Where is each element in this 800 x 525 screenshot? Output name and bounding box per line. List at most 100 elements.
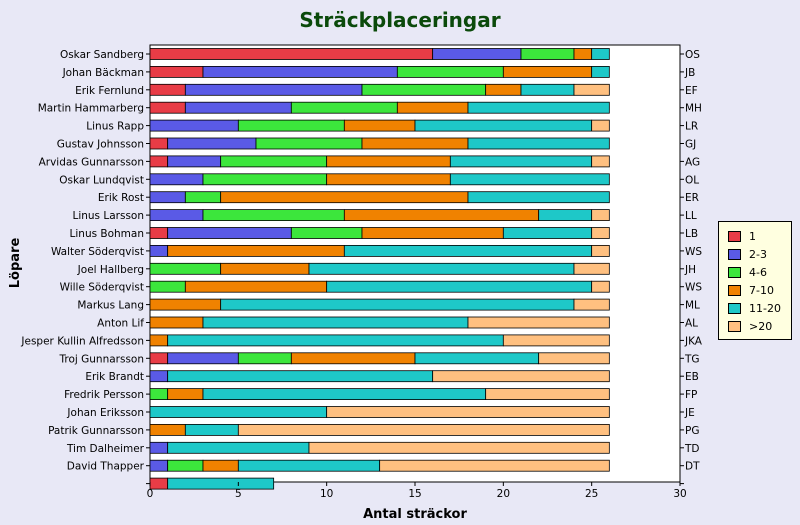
y-tick-label: Anton Lif: [97, 318, 144, 330]
y-axis-label: Löpare: [8, 238, 23, 289]
legend-swatch: [728, 266, 741, 278]
bar-segment: [414, 119, 593, 132]
legend-item: 7-10: [728, 281, 791, 299]
bar-segment: [308, 441, 610, 454]
x-tick-label: 0: [147, 488, 154, 500]
y-tick-label: Walter Söderqvist: [51, 246, 144, 258]
right-tick-label: EF: [685, 85, 698, 97]
bar-segment: [149, 298, 222, 311]
y-tick-label: Wille Söderqvist: [60, 282, 144, 294]
bar-segment: [502, 66, 593, 78]
bar-segment: [167, 155, 222, 168]
bar-segment: [361, 83, 487, 96]
bar-segment: [326, 173, 451, 186]
bar-segment: [167, 244, 345, 257]
right-tick-label: PG: [685, 425, 699, 437]
y-tick-label: Oskar Lundqvist: [59, 174, 144, 186]
bar-segment: [149, 334, 169, 347]
legend-label: 11-20: [749, 301, 781, 315]
right-tick-label: WS: [685, 282, 702, 294]
legend-item: >20: [728, 317, 791, 335]
bar-segment: [237, 352, 292, 365]
bar-segment: [591, 244, 610, 257]
y-tick-label: Erik Rost: [98, 192, 144, 204]
y-tick-label: Joel Hallberg: [77, 264, 144, 276]
bar-segment: [167, 334, 504, 347]
bar-segment: [149, 155, 169, 168]
bar-segment: [202, 316, 469, 329]
bar-segment: [184, 423, 239, 436]
bar-segment: [202, 209, 345, 222]
bar-segment: [467, 191, 610, 204]
y-tick-label: Erik Fernlund: [75, 85, 144, 97]
bar-segment: [343, 209, 540, 222]
bar-segment: [184, 101, 292, 114]
right-tick-label: OS: [685, 49, 700, 61]
bar-segment: [202, 388, 487, 401]
bar-segment: [149, 48, 434, 60]
right-tick-label: TG: [684, 353, 700, 365]
bar-segment: [167, 352, 239, 365]
bar-segment: [149, 388, 169, 401]
bar-segment: [591, 209, 610, 222]
bar-segment: [149, 370, 169, 383]
bar-segment: [343, 244, 593, 257]
bar-segment: [220, 155, 328, 168]
bar-segment: [167, 477, 275, 490]
bar-segment: [379, 459, 610, 472]
bar-segment: [220, 191, 469, 204]
x-tick-label: 10: [320, 488, 333, 500]
right-tick-label: TD: [684, 443, 700, 455]
legend-swatch: [728, 302, 741, 314]
bar-segment: [343, 119, 416, 132]
bar-segment: [149, 280, 186, 293]
legend-item: 11-20: [728, 299, 791, 317]
y-tick-label: Linus Bohman: [70, 228, 144, 240]
bar-segment: [485, 388, 610, 401]
bar-segment: [591, 48, 610, 60]
bar-segment: [149, 83, 186, 96]
bar-segment: [467, 316, 610, 329]
legend-label: 7-10: [749, 283, 774, 297]
x-tick-label: 5: [235, 488, 242, 500]
right-tick-label: OL: [685, 174, 699, 186]
bar-segment: [167, 388, 204, 401]
x-tick-label: 15: [408, 488, 421, 500]
bar-segment: [237, 459, 381, 472]
bar-segment: [149, 66, 204, 78]
bar-segment: [396, 101, 469, 114]
bar-segment: [220, 298, 575, 311]
bar-segment: [167, 459, 204, 472]
legend-item: 2-3: [728, 245, 791, 263]
bar-segment: [202, 173, 328, 186]
bar-segment: [167, 370, 434, 383]
y-tick-label: Martin Hammarberg: [38, 103, 144, 115]
y-tick-label: Troj Gunnarsson: [58, 353, 144, 365]
right-tick-label: JE: [684, 407, 695, 419]
bar-segment: [361, 137, 469, 150]
legend-label: >20: [749, 319, 773, 333]
bar-segment: [502, 334, 610, 347]
right-tick-label: LB: [685, 228, 698, 240]
x-tick-label: 20: [497, 488, 510, 500]
bar-segment: [149, 101, 186, 114]
bar-segment: [149, 227, 169, 239]
bar-segment: [432, 370, 610, 383]
bar-segment: [149, 191, 186, 204]
bar-segment: [149, 406, 328, 418]
legend-label: 4-6: [749, 265, 767, 279]
y-tick-label: Tim Dalheimer: [66, 443, 145, 455]
bar-segment: [326, 280, 593, 293]
right-tick-label: JKA: [684, 335, 703, 347]
bar-segment: [149, 244, 169, 257]
legend: 1 2-3 4-6 7-10 11-20 >20: [718, 221, 792, 340]
bar-segment: [167, 227, 292, 239]
bar-segment: [149, 423, 186, 436]
bar-segment: [290, 227, 363, 239]
bar-segment: [202, 66, 398, 78]
bar-segment: [149, 316, 204, 329]
bar-segment: [237, 423, 610, 436]
bar-segment: [414, 352, 540, 365]
bar-segment: [591, 155, 610, 168]
right-tick-label: FP: [685, 389, 697, 401]
